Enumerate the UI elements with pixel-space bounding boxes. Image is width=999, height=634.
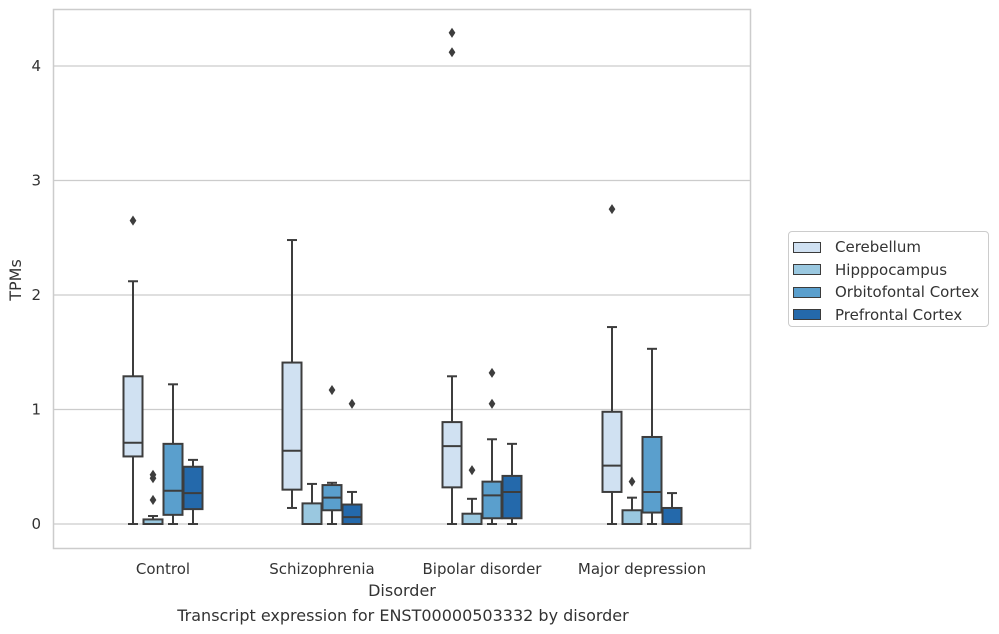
outlier-point xyxy=(608,204,616,215)
outlier-point xyxy=(448,47,456,58)
box-iqr xyxy=(281,361,303,491)
box-iqr xyxy=(501,474,523,520)
outlier-point xyxy=(468,465,476,476)
x-axis-label: Disorder xyxy=(368,581,436,600)
y-tick-label: 4 xyxy=(31,57,41,75)
box-orbitofontal-cortex xyxy=(481,367,503,525)
outlier-point xyxy=(488,398,496,409)
chart-caption: Transcript expression for ENST0000050333… xyxy=(177,606,629,625)
legend-item: Orbitofontal Cortex xyxy=(793,281,988,304)
box-iqr xyxy=(621,509,643,526)
box-iqr xyxy=(641,435,663,514)
legend-label: Orbitofontal Cortex xyxy=(835,283,980,302)
x-tick-label: Control xyxy=(136,560,190,578)
outlier-point xyxy=(628,476,636,487)
legend-label: Hipppocampus xyxy=(835,260,948,279)
box-hipppocampus xyxy=(142,469,164,525)
outlier-point xyxy=(149,469,157,480)
legend-swatch xyxy=(793,264,821,276)
y-tick-label: 2 xyxy=(31,286,41,304)
plot-area-frame xyxy=(52,8,752,550)
x-tick-labels: Control Schizophrenia Bipolar disorder Majo… xyxy=(136,560,706,578)
box-prefrontal-cortex xyxy=(341,398,363,526)
x-tick-label: Bipolar disorder xyxy=(423,560,543,578)
box-iqr xyxy=(182,465,204,511)
legend-label: Cerebellum xyxy=(835,238,921,257)
box-iqr xyxy=(461,512,483,526)
legend: Cerebellum Hipppocampus Orbitofontal Corte… xyxy=(788,231,989,327)
legend-item: Hipppocampus xyxy=(793,259,988,282)
box-orbitofontal-cortex xyxy=(162,383,184,525)
box-cerebellum xyxy=(281,239,303,509)
box-orbitofontal-cortex xyxy=(641,347,663,525)
box-iqr xyxy=(301,502,323,526)
boxes-layer xyxy=(122,27,683,526)
legend-swatch xyxy=(793,241,821,253)
legend-label: Prefrontal Cortex xyxy=(835,305,963,324)
box-hipppocampus xyxy=(301,482,323,526)
box-iqr xyxy=(441,421,463,489)
y-tick-labels: 0 1 2 3 4 xyxy=(31,57,41,533)
y-axis-label: TPMs xyxy=(6,259,25,302)
outlier-point xyxy=(129,215,137,226)
outlier-point xyxy=(488,367,496,378)
outlier-point xyxy=(149,494,157,505)
box-iqr xyxy=(122,375,144,458)
outlier-point xyxy=(328,384,336,396)
y-tick-label: 1 xyxy=(31,401,41,419)
box-cerebellum xyxy=(441,27,463,525)
x-tick-label: Major depression xyxy=(578,560,706,578)
legend-item: Prefrontal Cortex xyxy=(793,304,988,327)
box-iqr xyxy=(661,506,683,526)
box-iqr xyxy=(601,410,623,493)
legend-item: Cerebellum xyxy=(793,236,988,259)
box-prefrontal-cortex xyxy=(182,458,204,525)
legend-swatch xyxy=(793,286,821,298)
box-iqr xyxy=(341,503,363,526)
box-hipppocampus xyxy=(461,465,483,526)
box-orbitofontal-cortex xyxy=(321,384,343,525)
box-cerebellum xyxy=(601,204,623,525)
y-tick-label: 0 xyxy=(31,515,41,533)
box-hipppocampus xyxy=(621,476,643,526)
outlier-point xyxy=(348,398,356,409)
box-iqr xyxy=(162,442,184,516)
box-iqr xyxy=(481,480,503,520)
box-cerebellum xyxy=(122,215,144,525)
outlier-point xyxy=(448,27,456,38)
box-prefrontal-cortex xyxy=(501,442,523,525)
legend-swatch xyxy=(793,309,821,321)
box-prefrontal-cortex xyxy=(661,492,683,526)
x-tick-label: Schizophrenia xyxy=(269,560,374,578)
y-tick-label: 3 xyxy=(31,172,41,190)
